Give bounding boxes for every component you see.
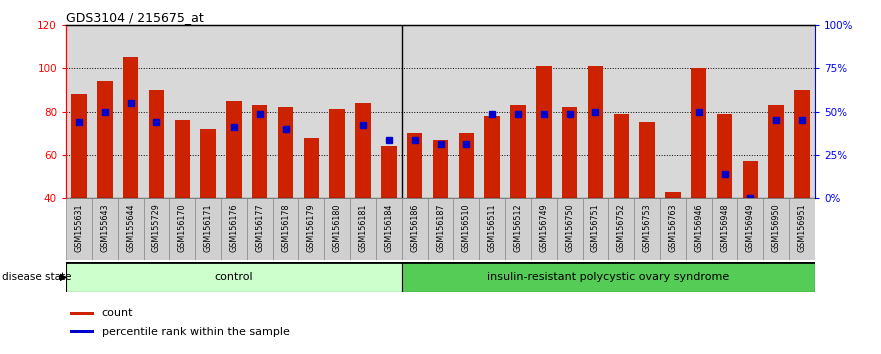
Bar [402,198,427,260]
Text: GSM156187: GSM156187 [436,203,445,252]
Text: GSM156750: GSM156750 [565,203,574,252]
Text: GSM156946: GSM156946 [694,203,703,252]
Bar [200,129,216,198]
Bar [609,198,634,260]
Bar [402,262,815,292]
Bar [743,161,759,198]
Bar [505,198,531,260]
Text: GSM156751: GSM156751 [591,203,600,252]
Bar [144,198,169,260]
Bar [66,262,402,292]
Text: GSM156186: GSM156186 [411,203,419,252]
Text: GSM156948: GSM156948 [720,203,729,252]
Text: GSM156752: GSM156752 [617,203,626,252]
Bar [278,107,293,198]
Text: GSM156184: GSM156184 [384,203,393,252]
Text: GSM156512: GSM156512 [514,203,522,252]
Bar [685,198,712,260]
Text: GSM156949: GSM156949 [746,203,755,252]
Text: GSM156763: GSM156763 [669,203,677,252]
Text: GSM156951: GSM156951 [797,203,806,252]
Bar [304,137,319,198]
Text: ▶: ▶ [60,272,68,282]
Bar [795,90,810,198]
Bar [665,192,681,198]
Bar [407,133,422,198]
Bar [174,120,190,198]
Bar [479,198,505,260]
Bar [557,198,582,260]
Bar [763,198,789,260]
Bar [252,105,268,198]
Bar [562,107,577,198]
Bar [660,198,685,260]
Bar [70,331,94,333]
Text: GSM155729: GSM155729 [152,203,161,252]
Bar [92,198,118,260]
Text: GSM156511: GSM156511 [488,203,497,252]
Bar [454,198,479,260]
Bar [118,198,144,260]
Bar [427,198,454,260]
Bar [381,146,396,198]
Text: disease state: disease state [2,272,71,282]
Text: GSM156176: GSM156176 [229,203,239,252]
Bar [70,312,94,315]
Bar [66,198,92,260]
Bar [613,114,629,198]
Text: GSM156177: GSM156177 [255,203,264,252]
Text: control: control [215,272,253,282]
Text: GSM156749: GSM156749 [539,203,548,252]
Text: GSM155643: GSM155643 [100,203,109,252]
Bar [329,109,345,198]
Bar [768,105,784,198]
Text: GSM156180: GSM156180 [333,203,342,252]
Bar [221,198,247,260]
Bar [71,94,86,198]
Bar [97,81,113,198]
Bar [691,68,707,198]
Text: GDS3104 / 215675_at: GDS3104 / 215675_at [66,11,204,24]
Bar [459,133,474,198]
Bar [582,198,609,260]
Bar [169,198,196,260]
Bar [536,66,552,198]
Text: GSM155644: GSM155644 [126,203,135,252]
Bar [510,105,526,198]
Bar [433,140,448,198]
Bar [737,198,763,260]
Text: GSM156950: GSM156950 [772,203,781,252]
Bar [299,198,324,260]
Bar [247,198,272,260]
Bar [376,198,402,260]
Text: GSM156179: GSM156179 [307,203,316,252]
Bar [272,198,299,260]
Bar [226,101,241,198]
Bar [196,198,221,260]
Text: GSM155631: GSM155631 [75,203,84,252]
Bar [324,198,350,260]
Text: GSM156753: GSM156753 [642,203,652,252]
Bar [717,114,732,198]
Bar [588,66,603,198]
Bar [149,90,164,198]
Text: GSM156178: GSM156178 [281,203,290,252]
Text: GSM156171: GSM156171 [204,203,212,252]
Text: GSM156170: GSM156170 [178,203,187,252]
Text: GSM156181: GSM156181 [359,203,367,252]
Bar [531,198,557,260]
Text: percentile rank within the sample: percentile rank within the sample [102,327,290,337]
Bar [634,198,660,260]
Bar [355,103,371,198]
Text: count: count [102,308,133,319]
Bar [485,116,500,198]
Bar [350,198,376,260]
Bar [789,198,815,260]
Bar [122,57,138,198]
Bar [712,198,737,260]
Bar [640,122,655,198]
Text: GSM156510: GSM156510 [462,203,470,252]
Text: insulin-resistant polycystic ovary syndrome: insulin-resistant polycystic ovary syndr… [487,272,729,282]
